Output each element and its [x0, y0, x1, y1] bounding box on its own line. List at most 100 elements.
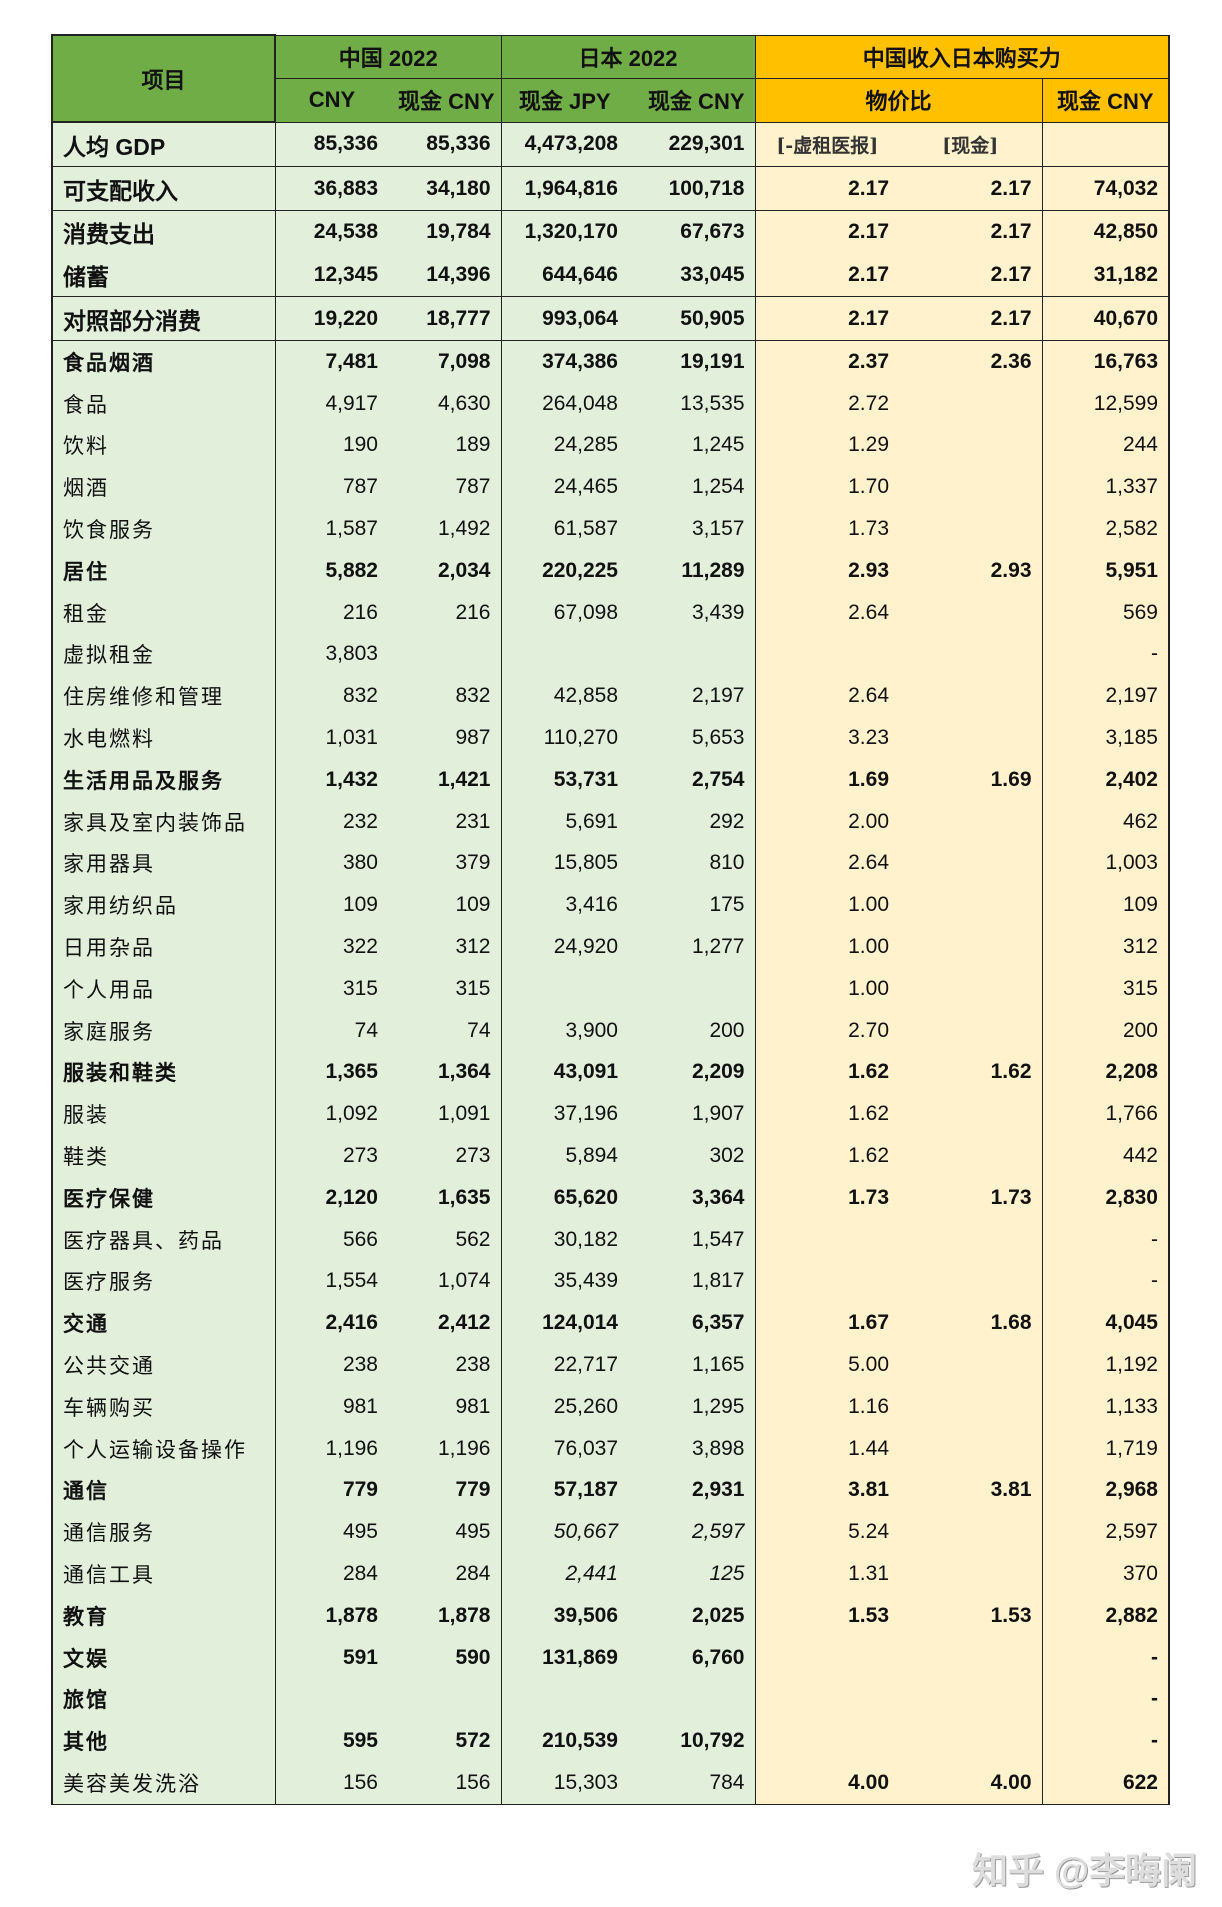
row-label: 家具及室内装饰品 [51, 800, 275, 843]
header-ppp: 中国收入日本购买力 [754, 34, 1170, 79]
jp-cash-jpy: 210,539 [500, 1720, 628, 1763]
price-ratio-b [899, 884, 1042, 927]
price-ratio-b [899, 967, 1042, 1010]
jp-cash-cny: 292 [628, 800, 755, 843]
price-ratio-b [899, 1260, 1042, 1303]
price-ratio-a [754, 1218, 899, 1261]
jp-cash-jpy [500, 967, 628, 1010]
row-label: 家用器具 [51, 842, 275, 885]
jp-cash-jpy: 131,869 [500, 1636, 628, 1679]
jp-cash-cny: 6,760 [628, 1636, 755, 1679]
table-row: 服装和鞋类 1,365 1,364 43,091 2,209 1.62 1.62 2,208 [51, 1051, 1170, 1094]
jp-cash-jpy: 24,920 [500, 926, 628, 968]
price-ratio-b [899, 466, 1042, 509]
price-ratio-b [899, 1427, 1042, 1470]
cn-cny: 566 [274, 1218, 388, 1261]
table-row: 家庭服务 74 74 3,900 200 2.70 200 [51, 1009, 1170, 1052]
price-ratio-a: 5.00 [754, 1344, 899, 1386]
jp-cash-cny [628, 967, 755, 1010]
table-row: 虚拟租金 3,803 - [51, 633, 1170, 676]
subheader-cny: CNY [274, 78, 388, 123]
table-row: 旅馆 - [51, 1678, 1170, 1721]
table-row: 通信 779 779 57,187 2,931 3.81 3.81 2,968 [51, 1469, 1170, 1512]
price-ratio-b: 1.68 [899, 1302, 1042, 1345]
price-ratio-b [899, 424, 1042, 467]
price-ratio-b: 2.17 [899, 166, 1042, 211]
price-ratio-b [899, 717, 1042, 759]
ppp-cash-cny: 462 [1041, 800, 1170, 843]
jp-cash-jpy: 24,465 [500, 466, 628, 509]
row-label: 个人用品 [51, 967, 275, 1010]
price-ratio-a: 1.53 [754, 1594, 899, 1637]
row-label: 服装和鞋类 [51, 1051, 275, 1094]
table-row: 其他 595 572 210,539 10,792 - [51, 1720, 1170, 1763]
row-label: 交通 [51, 1302, 275, 1345]
price-ratio-a: 4.00 [754, 1762, 899, 1805]
table-row: 通信工具 284 284 2,441 125 1.31 370 [51, 1553, 1170, 1595]
price-ratio-b: 2.17 [899, 296, 1042, 341]
cn-cny: 1,554 [274, 1260, 388, 1303]
jp-cash-jpy: 4,473,208 [500, 122, 628, 167]
cn-cny: 1,432 [274, 758, 388, 801]
price-ratio-b [899, 633, 1042, 676]
cn-cash-cny: 19,784 [388, 210, 501, 254]
ppp-cash-cny: 1,003 [1041, 842, 1170, 885]
jp-cash-cny: 2,025 [628, 1594, 755, 1637]
row-label: 租金 [51, 591, 275, 634]
ppp-cash-cny: - [1041, 1260, 1170, 1303]
row-label: 人均 GDP [51, 122, 275, 167]
price-ratio-a: 1.00 [754, 967, 899, 1010]
cn-cash-cny: 14,396 [388, 253, 501, 297]
price-ratio-a: 2.64 [754, 591, 899, 634]
table-row: 文娱 591 590 131,869 6,760 - [51, 1636, 1170, 1679]
jp-cash-cny: 67,673 [628, 210, 755, 254]
ppp-cash-cny: 370 [1041, 1553, 1170, 1595]
jp-cash-cny: 13,535 [628, 382, 755, 425]
cn-cash-cny: 7,098 [388, 340, 501, 383]
cn-cash-cny: 85,336 [388, 122, 501, 167]
table-row: 饮食服务 1,587 1,492 61,587 3,157 1.73 2,582 [51, 508, 1170, 550]
table-row: 人均 GDP 85,336 85,336 4,473,208 229,301 [-虚租医报… [51, 122, 1170, 167]
table-row: 租金 216 216 67,098 3,439 2.64 569 [51, 591, 1170, 634]
cn-cny: 238 [274, 1344, 388, 1386]
ppp-cash-cny: - [1041, 1636, 1170, 1679]
cn-cash-cny: 216 [388, 591, 501, 634]
table-row: 储蓄 12,345 14,396 644,646 33,045 2.17 2.17 31,18… [51, 253, 1170, 297]
price-ratio-a: 1.62 [754, 1051, 899, 1094]
cn-cash-cny: 1,364 [388, 1051, 501, 1094]
cn-cny: 315 [274, 967, 388, 1010]
cn-cash-cny: 238 [388, 1344, 501, 1386]
row-label: 医疗保健 [51, 1176, 275, 1219]
row-label: 对照部分消费 [51, 296, 275, 341]
cn-cash-cny: 18,777 [388, 296, 501, 341]
cn-cny [274, 1678, 388, 1721]
jp-cash-jpy: 110,270 [500, 717, 628, 759]
cn-cny: 19,220 [274, 296, 388, 341]
cn-cash-cny: 379 [388, 842, 501, 885]
jp-cash-jpy: 1,964,816 [500, 166, 628, 211]
ppp-cash-cny: 2,968 [1041, 1469, 1170, 1512]
row-label: 食品烟酒 [51, 340, 275, 383]
price-ratio-a: 2.64 [754, 675, 899, 718]
cn-cny: 2,416 [274, 1302, 388, 1345]
jp-cash-jpy: 5,691 [500, 800, 628, 843]
price-ratio-b [899, 800, 1042, 843]
subheader-cash-jpy: 现金 JPY [500, 78, 628, 123]
table-row: 医疗器具、药品 566 562 30,182 1,547 - [51, 1218, 1170, 1261]
table-row: 家用器具 380 379 15,805 810 2.64 1,003 [51, 842, 1170, 885]
cn-cash-cny: 34,180 [388, 166, 501, 211]
table-row: 教育 1,878 1,878 39,506 2,025 1.53 1.53 2,882 [51, 1594, 1170, 1637]
price-ratio-b [899, 1720, 1042, 1763]
row-label: 通信 [51, 1469, 275, 1512]
row-label: 文娱 [51, 1636, 275, 1679]
ppp-cash-cny: 3,185 [1041, 717, 1170, 759]
table-row: 食品 4,917 4,630 264,048 13,535 2.72 12,599 [51, 382, 1170, 425]
row-label: 饮食服务 [51, 508, 275, 550]
cn-cash-cny: 1,635 [388, 1176, 501, 1219]
price-ratio-a: 1.62 [754, 1135, 899, 1177]
jp-cash-jpy: 15,303 [500, 1762, 628, 1805]
row-label: 公共交通 [51, 1344, 275, 1386]
table-row: 车辆购买 981 981 25,260 1,295 1.16 1,133 [51, 1385, 1170, 1428]
jp-cash-cny: 33,045 [628, 253, 755, 297]
ppp-cash-cny: 5,951 [1041, 549, 1170, 592]
